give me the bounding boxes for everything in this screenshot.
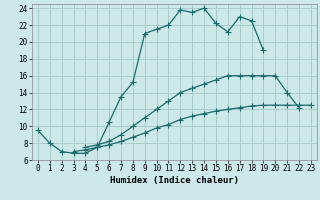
X-axis label: Humidex (Indice chaleur): Humidex (Indice chaleur)	[110, 176, 239, 185]
